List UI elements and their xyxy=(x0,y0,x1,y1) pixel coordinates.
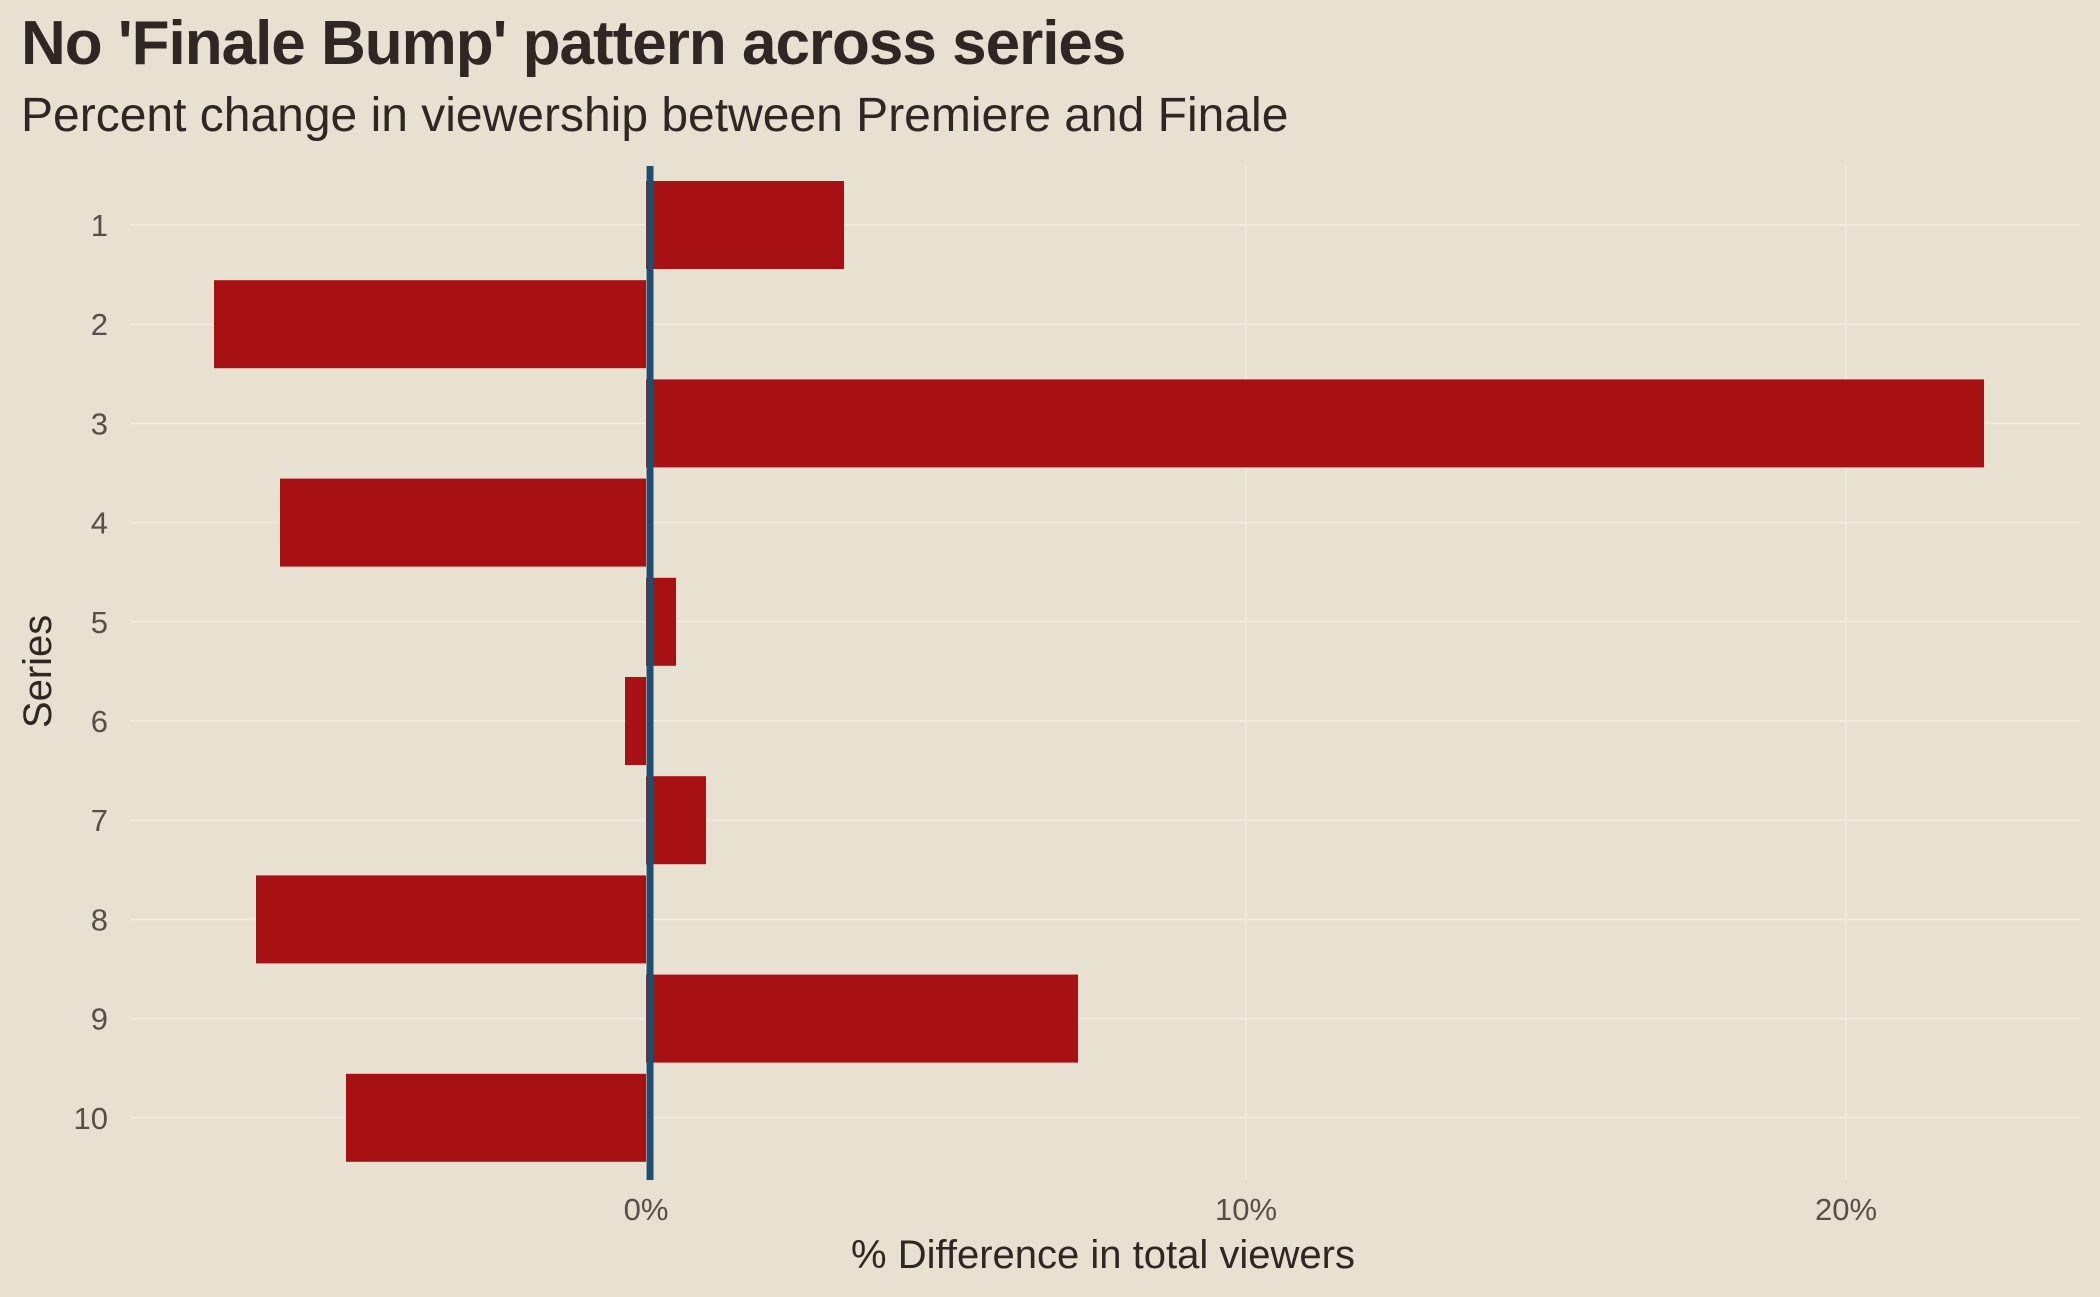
y-axis-title: Series xyxy=(16,615,60,728)
bar-series-10 xyxy=(346,1073,646,1162)
y-tick-label-5: 5 xyxy=(91,605,108,640)
y-tick-label-6: 6 xyxy=(91,704,108,739)
bar-series-2 xyxy=(214,280,646,369)
y-tick-label-4: 4 xyxy=(91,506,108,541)
bar-series-1 xyxy=(646,181,844,269)
x-tick-label-10%: 10% xyxy=(1215,1192,1277,1227)
chart-title: No 'Finale Bump' pattern across series xyxy=(21,9,1126,78)
y-tick-labels: 1 2 3 4 5 6 7 8 9 10 xyxy=(74,208,108,1136)
x-tick-label-20%: 20% xyxy=(1815,1192,1877,1227)
bar-series-3 xyxy=(646,379,1984,468)
bar-series-8 xyxy=(256,875,646,964)
y-tick-label-9: 9 xyxy=(91,1002,108,1037)
y-tick-label-2: 2 xyxy=(91,307,108,342)
y-tick-label-8: 8 xyxy=(91,902,108,937)
y-tick-label-1: 1 xyxy=(91,208,108,243)
chart-subtitle: Percent change in viewership between Pre… xyxy=(21,89,1289,142)
bar-series-6 xyxy=(625,677,646,765)
y-tick-label-3: 3 xyxy=(91,406,108,441)
y-tick-label-10: 10 xyxy=(74,1101,108,1136)
bar-series-7 xyxy=(646,776,706,865)
x-tick-label-0%: 0% xyxy=(624,1192,669,1227)
bar-series-4 xyxy=(280,478,646,567)
grid-layer xyxy=(130,166,2080,1180)
x-axis-title: % Difference in total viewers xyxy=(851,1233,1355,1277)
y-tick-label-7: 7 xyxy=(91,803,108,838)
bar-series-9 xyxy=(646,974,1078,1063)
bar-layer xyxy=(214,181,1984,1162)
x-tick-labels: 0% 10% 20% xyxy=(624,1192,1877,1227)
